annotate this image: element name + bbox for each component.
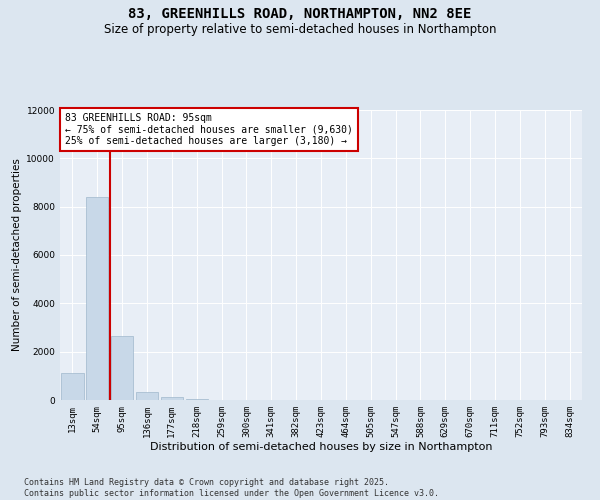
Bar: [161, 397, 183, 400]
Bar: [86, 197, 109, 400]
Text: Contains HM Land Registry data © Crown copyright and database right 2025.
Contai: Contains HM Land Registry data © Crown c…: [24, 478, 439, 498]
Bar: [111, 336, 133, 400]
Y-axis label: Number of semi-detached properties: Number of semi-detached properties: [12, 158, 22, 352]
Text: Distribution of semi-detached houses by size in Northampton: Distribution of semi-detached houses by …: [150, 442, 492, 452]
Bar: [136, 392, 158, 400]
Bar: [61, 374, 83, 400]
Bar: [185, 398, 208, 400]
Text: 83 GREENHILLS ROAD: 95sqm
← 75% of semi-detached houses are smaller (9,630)
25% : 83 GREENHILLS ROAD: 95sqm ← 75% of semi-…: [65, 113, 353, 146]
Text: 83, GREENHILLS ROAD, NORTHAMPTON, NN2 8EE: 83, GREENHILLS ROAD, NORTHAMPTON, NN2 8E…: [128, 8, 472, 22]
Text: Size of property relative to semi-detached houses in Northampton: Size of property relative to semi-detach…: [104, 22, 496, 36]
